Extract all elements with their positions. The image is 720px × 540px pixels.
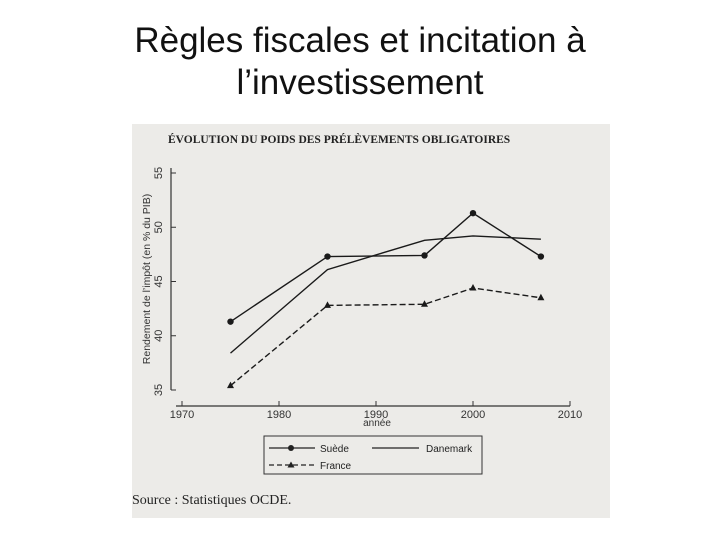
legend-label-france: France — [320, 461, 352, 472]
x-tick-label: 1980 — [267, 409, 291, 421]
y-ticks: 35 40 45 50 55 — [153, 167, 176, 396]
y-tick-label: 50 — [153, 221, 165, 233]
line-chart: ÉVOLUTION DU POIDS DES PRÉLÈVEMENTS OBLI… — [141, 132, 582, 475]
x-ticks: 1970 1980 1990 2000 2010 — [170, 401, 582, 421]
y-tick-label: 45 — [153, 275, 165, 287]
chart-title: ÉVOLUTION DU POIDS DES PRÉLÈVEMENTS OBLI… — [168, 132, 510, 146]
data-point-suede — [469, 209, 477, 217]
data-point-france — [324, 301, 331, 308]
data-point-france — [227, 381, 234, 389]
legend-label-danemark: Danemark — [426, 444, 473, 455]
data-point-suede — [324, 253, 331, 260]
x-tick-label: 2000 — [461, 409, 485, 421]
legend-marker-suede — [288, 445, 294, 451]
x-tick-label: 1990 — [364, 409, 388, 421]
y-tick-label: 40 — [153, 330, 165, 342]
slide-title-line-1: Règles fiscales et incitation à — [134, 21, 586, 60]
series-line-france — [230, 287, 541, 387]
data-point-france — [469, 284, 477, 291]
legend-marker-france — [287, 461, 295, 468]
slide-title: Règles fiscales et incitation à l’invest… — [0, 20, 720, 104]
source-note: Source : Statistiques OCDE. — [132, 493, 292, 508]
y-axis-label: Rendement de l’impôt (en % du PIB) — [141, 194, 153, 364]
x-axis-label: année — [363, 418, 391, 429]
y-tick-label: 35 — [153, 384, 165, 396]
chart-figure: ÉVOLUTION DU POIDS DES PRÉLÈVEMENTS OBLI… — [132, 124, 610, 518]
y-tick-label: 55 — [153, 167, 165, 179]
x-tick-label: 2010 — [558, 409, 582, 421]
data-point-france — [537, 293, 545, 301]
data-point-suede — [421, 252, 428, 259]
series-layer — [227, 209, 545, 389]
data-point-france — [421, 300, 428, 307]
x-tick-label: 1970 — [170, 409, 194, 421]
legend-label-suede: Suède — [320, 444, 349, 455]
series-line-danemark — [230, 235, 541, 354]
data-point-suede — [227, 318, 234, 325]
data-point-suede — [537, 253, 545, 260]
legend-box — [263, 435, 483, 475]
legend: Suède Danemark France — [263, 435, 483, 475]
slide-title-line-2: l’investissement — [236, 63, 484, 102]
